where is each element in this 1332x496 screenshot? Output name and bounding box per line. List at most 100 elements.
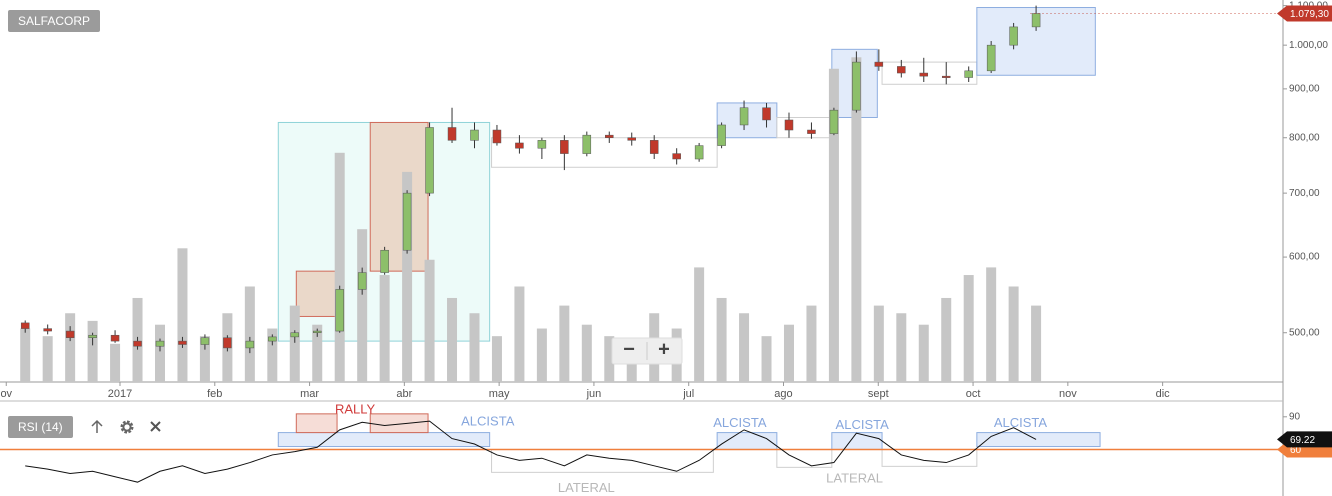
zoom-controls: − + bbox=[611, 337, 683, 365]
x-tick-label: sept bbox=[868, 388, 889, 400]
zone bbox=[881, 61, 978, 85]
volume-bar bbox=[828, 68, 839, 382]
candle-body bbox=[829, 109, 839, 134]
volume-bar bbox=[177, 248, 188, 382]
zoom-out-button[interactable]: − bbox=[623, 338, 635, 360]
last-price-tag-bg bbox=[1277, 5, 1332, 22]
volume-bar bbox=[20, 328, 31, 382]
last-value-tag: 69.22 bbox=[1290, 435, 1315, 446]
zone-label: LATERAL bbox=[826, 470, 883, 485]
rsi-line bbox=[25, 420, 1037, 483]
gear-teeth bbox=[120, 420, 134, 434]
candle-body bbox=[739, 107, 749, 126]
candle-body bbox=[941, 75, 951, 78]
volume-bar bbox=[739, 313, 750, 382]
candle-body bbox=[560, 140, 569, 154]
candle-body bbox=[447, 127, 457, 141]
candle-body bbox=[312, 330, 322, 333]
x-tick-label: oct bbox=[966, 388, 981, 400]
volume-bar bbox=[896, 313, 907, 382]
volume-bar bbox=[1031, 305, 1042, 382]
x-tick-label: jul bbox=[682, 388, 694, 400]
candle-body bbox=[402, 192, 412, 251]
volume-bar bbox=[941, 297, 952, 382]
volume-bar bbox=[312, 324, 323, 382]
volume-bar bbox=[963, 275, 974, 382]
candle-body bbox=[357, 272, 367, 290]
indicator-button[interactable]: RSI (14) bbox=[8, 416, 73, 438]
volume-bar bbox=[761, 336, 772, 382]
y-tick-label: 90 bbox=[1289, 411, 1301, 422]
candle-body bbox=[178, 340, 187, 345]
y-tick-label: 600,00 bbox=[1289, 252, 1320, 263]
zone bbox=[369, 413, 429, 434]
volume-bar bbox=[379, 275, 390, 382]
gear-ring bbox=[122, 422, 132, 432]
zone-label: RALLY bbox=[335, 402, 376, 417]
volume-bar bbox=[110, 343, 121, 382]
zone bbox=[491, 448, 714, 473]
candle-body bbox=[919, 72, 929, 77]
x-tick-label: ago bbox=[774, 388, 792, 400]
volume-bar bbox=[87, 320, 98, 382]
candle-body bbox=[20, 322, 30, 329]
zone bbox=[295, 413, 338, 434]
volume-bar bbox=[716, 297, 727, 382]
settings-icon[interactable] bbox=[120, 420, 134, 434]
zone-label: LATERAL bbox=[558, 480, 615, 495]
candle-body bbox=[762, 107, 771, 121]
close-icon[interactable] bbox=[150, 421, 161, 432]
candle-body bbox=[155, 340, 165, 347]
volume-bar bbox=[42, 336, 53, 382]
zone bbox=[976, 432, 1101, 448]
volume-bar bbox=[357, 229, 368, 382]
candle-body bbox=[223, 337, 232, 349]
volume-bar bbox=[491, 336, 502, 382]
candle-body bbox=[672, 153, 681, 160]
zoom-in-button[interactable]: + bbox=[658, 338, 670, 360]
volume-bar bbox=[65, 313, 76, 382]
candle-body bbox=[133, 340, 142, 347]
candle-body bbox=[582, 134, 592, 154]
x-tick-label: abr bbox=[396, 388, 412, 400]
candle-body bbox=[110, 334, 120, 342]
move-up-icon[interactable] bbox=[91, 419, 103, 433]
zone-label: ALCISTA bbox=[994, 415, 1048, 430]
last-price-tag: 1.079,30 bbox=[1290, 9, 1329, 20]
volume-bar bbox=[783, 324, 794, 382]
volume-bar bbox=[244, 286, 255, 382]
candle-body bbox=[492, 129, 502, 144]
candle-body bbox=[290, 332, 300, 338]
volume-bar bbox=[559, 305, 570, 382]
volume-bar bbox=[267, 328, 278, 382]
candle-body bbox=[245, 340, 255, 349]
candle-body bbox=[537, 140, 547, 149]
zone bbox=[295, 270, 338, 317]
candle-body bbox=[380, 249, 389, 273]
y-tick-label: 1.000,00 bbox=[1289, 40, 1328, 51]
x-tick-label: dic bbox=[1156, 388, 1171, 400]
zone bbox=[491, 137, 718, 168]
symbol-button[interactable]: SALFACORP bbox=[8, 10, 101, 32]
volume-bar bbox=[424, 259, 435, 382]
candle-body bbox=[88, 334, 97, 338]
candle-body bbox=[717, 124, 726, 146]
volume-bar bbox=[154, 324, 165, 382]
volume-bar bbox=[536, 328, 547, 382]
volume-bar bbox=[469, 313, 480, 382]
candle-body bbox=[425, 127, 434, 194]
candle-body bbox=[1009, 26, 1018, 46]
indicator-tools bbox=[91, 419, 161, 434]
candle-body bbox=[627, 137, 636, 141]
volume-bar bbox=[851, 57, 862, 383]
volume-bar bbox=[334, 152, 345, 382]
candle-body bbox=[897, 66, 906, 74]
x-tick-label: feb bbox=[207, 388, 222, 400]
zone bbox=[881, 448, 978, 467]
volume-bar bbox=[918, 324, 929, 382]
candle-body bbox=[515, 142, 524, 149]
candle-body bbox=[964, 70, 973, 78]
candle-body bbox=[470, 129, 479, 141]
x-tick-label: nov bbox=[1059, 388, 1077, 400]
